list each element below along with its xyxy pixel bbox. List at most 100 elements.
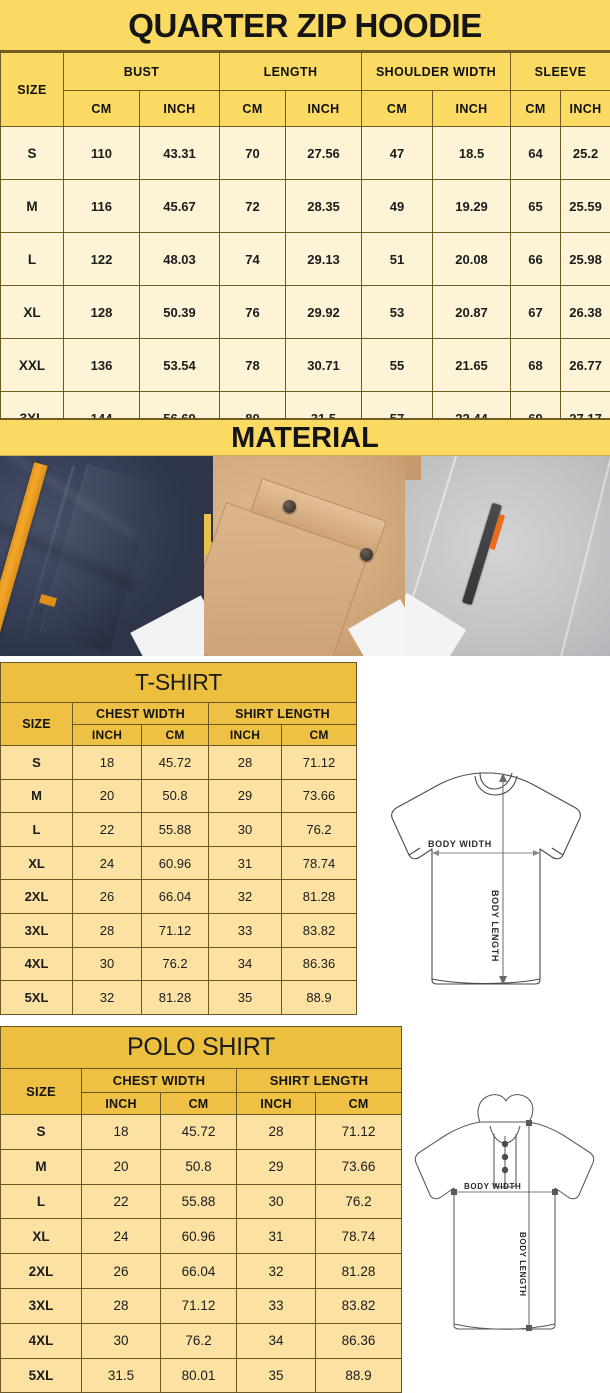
tshirt-measurement-diagram: BODY WIDTH BODY LENGTH	[362, 690, 610, 1010]
hoodie-cell-length-cm: 76	[220, 286, 286, 339]
material-banner-title: MATERIAL	[0, 418, 610, 456]
hoodie-cell-sleeve-inch: 26.77	[561, 339, 610, 392]
table-row: 5XL 32 81.28 35 88.9	[1, 981, 357, 1015]
hoodie-cell-shoulder-cm: 51	[362, 233, 433, 286]
hoodie-unit-shoulder-cm: CM	[362, 91, 433, 127]
tshirt-cell-size: XL	[1, 846, 73, 880]
hoodie-cell-shoulder-cm: 55	[362, 339, 433, 392]
hoodie-unit-bust-cm: CM	[64, 91, 140, 127]
tshirt-cell-chest-inch: 20	[73, 779, 142, 813]
polo-title-row: POLO SHIRT	[1, 1027, 402, 1069]
tshirt-cell-length-inch: 30	[209, 813, 282, 847]
tshirt-size-table: T-SHIRT SIZE CHEST WIDTH SHIRT LENGTH IN…	[0, 662, 357, 1015]
polo-cell-length-cm: 71.12	[316, 1115, 402, 1150]
tshirt-header-chest-width: CHEST WIDTH	[73, 703, 209, 725]
polo-cell-size: 3XL	[1, 1288, 82, 1323]
polo-cell-chest-inch: 24	[82, 1219, 161, 1254]
tshirt-unit-length-inch: INCH	[209, 725, 282, 746]
table-row: XL 24 60.96 31 78.74	[1, 1219, 402, 1254]
table-row: S 18 45.72 28 71.12	[1, 1115, 402, 1150]
hoodie-cell-sleeve-cm: 68	[511, 339, 561, 392]
table-row: M 20 50.8 29 73.66	[1, 779, 357, 813]
tshirt-cell-length-inch: 33	[209, 913, 282, 947]
table-row: XL 128 50.39 76 29.92 53 20.87 67 26.38	[1, 286, 610, 339]
hoodie-cell-length-cm: 72	[220, 180, 286, 233]
hoodie-cell-sleeve-cm: 67	[511, 286, 561, 339]
hoodie-cell-bust-inch: 48.03	[140, 233, 220, 286]
hoodie-cell-shoulder-inch: 21.65	[433, 339, 511, 392]
tshirt-cell-length-cm: 83.82	[282, 913, 357, 947]
polo-unit-length-cm: CM	[316, 1093, 402, 1115]
polo-cell-chest-cm: 60.96	[161, 1219, 237, 1254]
hoodie-cell-shoulder-cm: 47	[362, 127, 433, 180]
tshirt-cell-chest-cm: 55.88	[142, 813, 209, 847]
tshirt-cell-length-cm: 73.66	[282, 779, 357, 813]
polo-cell-chest-cm: 76.2	[161, 1323, 237, 1358]
polo-body-length-label: BODY LENGTH	[518, 1232, 527, 1297]
polo-cell-chest-cm: 80.01	[161, 1358, 237, 1393]
hoodie-unit-length-inch: INCH	[286, 91, 362, 127]
tshirt-title-row: T-SHIRT	[1, 663, 357, 703]
hoodie-cell-sleeve-inch: 25.2	[561, 127, 610, 180]
polo-cell-length-inch: 29	[237, 1149, 316, 1184]
hoodie-group-header-row: SIZE BUST LENGTH SHOULDER WIDTH SLEEVE	[1, 53, 610, 91]
tshirt-cell-length-cm: 88.9	[282, 981, 357, 1015]
hoodie-cell-length-cm: 70	[220, 127, 286, 180]
tshirt-cell-length-cm: 78.74	[282, 846, 357, 880]
tshirt-cell-length-inch: 28	[209, 746, 282, 780]
hoodie-cell-size: S	[1, 127, 64, 180]
hoodie-cell-length-inch: 29.92	[286, 286, 362, 339]
table-row: M 20 50.8 29 73.66	[1, 1149, 402, 1184]
polo-cell-size: XL	[1, 1219, 82, 1254]
hoodie-section: QUARTER ZIP HOODIE SIZE BUST LENGTH SHOU…	[0, 0, 610, 445]
polo-table-body: S 18 45.72 28 71.12 M 20 50.8 29 73.66 L…	[1, 1115, 402, 1393]
tshirt-cell-length-inch: 34	[209, 947, 282, 981]
tshirt-cell-length-inch: 32	[209, 880, 282, 914]
table-row: XXL 136 53.54 78 30.71 55 21.65 68 26.77	[1, 339, 610, 392]
hoodie-cell-size: XXL	[1, 339, 64, 392]
polo-header-chest-width: CHEST WIDTH	[82, 1069, 237, 1093]
tshirt-cell-chest-cm: 76.2	[142, 947, 209, 981]
table-row: 2XL 26 66.04 32 81.28	[1, 1254, 402, 1289]
tshirt-section: T-SHIRT SIZE CHEST WIDTH SHIRT LENGTH IN…	[0, 662, 356, 1015]
polo-cell-size: S	[1, 1115, 82, 1150]
polo-cell-length-inch: 31	[237, 1219, 316, 1254]
hoodie-cell-bust-inch: 43.31	[140, 127, 220, 180]
tshirt-unit-chest-cm: CM	[142, 725, 209, 746]
hoodie-unit-length-cm: CM	[220, 91, 286, 127]
polo-cell-chest-inch: 26	[82, 1254, 161, 1289]
polo-cell-chest-cm: 71.12	[161, 1288, 237, 1323]
grey-heather-zip-pocket-photo	[405, 456, 610, 656]
polo-cell-size: M	[1, 1149, 82, 1184]
tshirt-cell-chest-cm: 50.8	[142, 779, 209, 813]
hoodie-cell-length-inch: 29.13	[286, 233, 362, 286]
hoodie-cell-bust-cm: 116	[64, 180, 140, 233]
hoodie-cell-bust-inch: 45.67	[140, 180, 220, 233]
table-row: S 110 43.31 70 27.56 47 18.5 64 25.2	[1, 127, 610, 180]
polo-cell-length-cm: 81.28	[316, 1254, 402, 1289]
polo-cell-chest-cm: 45.72	[161, 1115, 237, 1150]
hoodie-header-length: LENGTH	[220, 53, 362, 91]
polo-cell-length-cm: 86.36	[316, 1323, 402, 1358]
hoodie-cell-bust-cm: 122	[64, 233, 140, 286]
hoodie-unit-bust-inch: INCH	[140, 91, 220, 127]
polo-cell-chest-cm: 55.88	[161, 1184, 237, 1219]
polo-cell-length-inch: 30	[237, 1184, 316, 1219]
tshirt-cell-length-inch: 31	[209, 846, 282, 880]
polo-cell-size: 5XL	[1, 1358, 82, 1393]
polo-cell-chest-inch: 31.5	[82, 1358, 161, 1393]
polo-header-shirt-length: SHIRT LENGTH	[237, 1069, 402, 1093]
hoodie-title: QUARTER ZIP HOODIE	[0, 0, 610, 52]
tshirt-group-header-row: SIZE CHEST WIDTH SHIRT LENGTH	[1, 703, 357, 725]
navy-hoodie-zip-pocket-photo	[0, 456, 204, 656]
hoodie-cell-length-inch: 30.71	[286, 339, 362, 392]
material-photo-strip	[0, 456, 610, 656]
hoodie-cell-bust-cm: 110	[64, 127, 140, 180]
hoodie-header-bust: BUST	[64, 53, 220, 91]
hoodie-unit-sleeve-inch: INCH	[561, 91, 610, 127]
tshirt-cell-chest-inch: 26	[73, 880, 142, 914]
hoodie-cell-shoulder-cm: 53	[362, 286, 433, 339]
tshirt-cell-size: 3XL	[1, 913, 73, 947]
hoodie-unit-header-row: CM INCH CM INCH CM INCH CM INCH	[1, 91, 610, 127]
polo-cell-size: 4XL	[1, 1323, 82, 1358]
